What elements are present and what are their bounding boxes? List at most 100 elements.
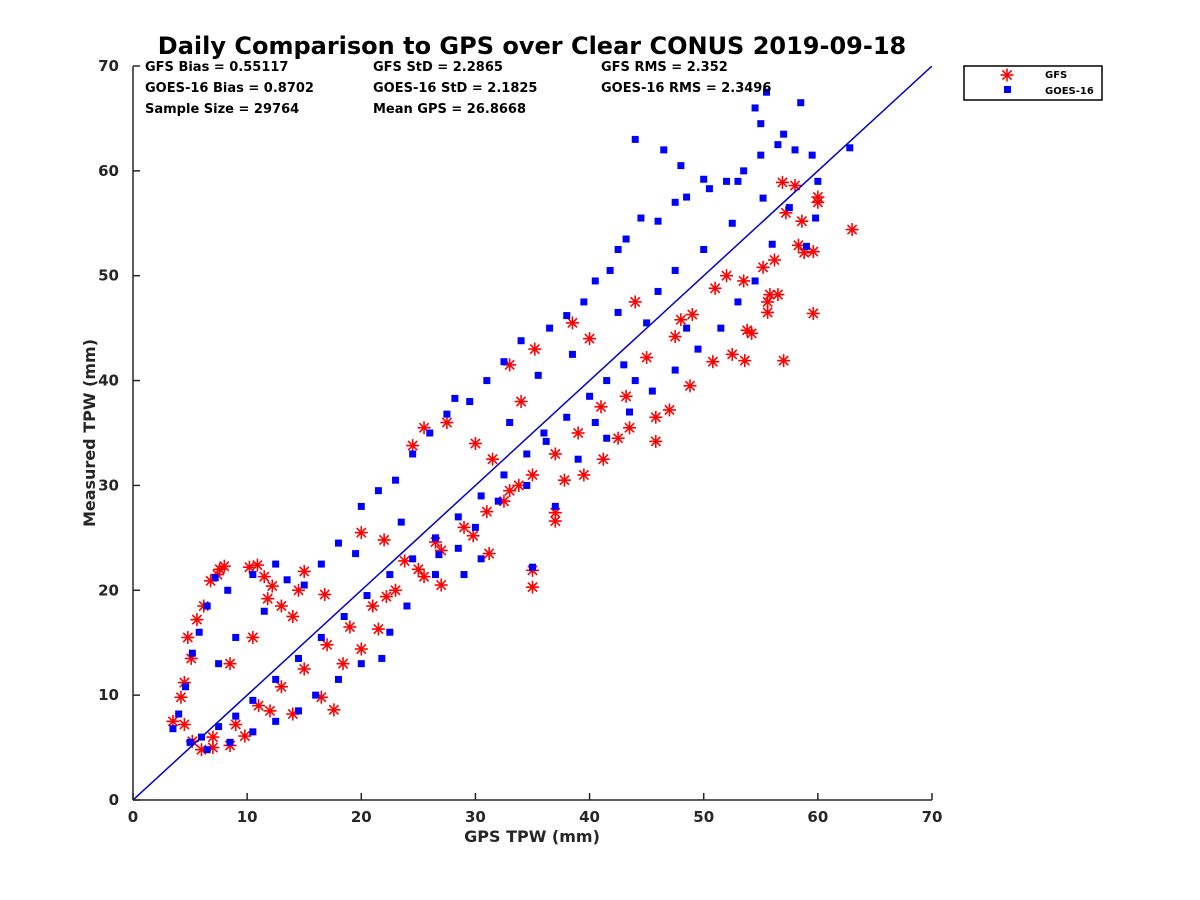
gfs-point <box>265 579 279 593</box>
goes-point <box>295 654 303 662</box>
gfs-point <box>777 354 791 368</box>
gfs-point <box>571 426 585 440</box>
goes-point <box>272 675 280 683</box>
goes-point <box>352 550 360 558</box>
goes-point <box>574 455 582 463</box>
goes-point <box>195 628 203 636</box>
goes-point <box>717 324 725 332</box>
gfs-point <box>398 554 412 568</box>
gfs-point <box>668 330 682 344</box>
gfs-point <box>512 478 526 492</box>
gfs-point <box>246 630 260 644</box>
legend-goes-marker <box>1004 86 1011 93</box>
goes-point <box>523 481 531 489</box>
x-tick-label-3: 30 <box>465 808 486 826</box>
gfs-point <box>526 468 539 482</box>
legend: GFS GOES-16 <box>963 65 1103 101</box>
gfs-point <box>274 680 288 694</box>
gfs-point <box>286 610 300 623</box>
gfs-point <box>252 699 266 713</box>
gfs-point <box>238 729 252 743</box>
x-tick-label-2: 20 <box>351 808 372 826</box>
goes-point <box>409 555 417 563</box>
goes-point <box>182 683 190 691</box>
gfs-point <box>354 526 368 540</box>
gfs-point <box>526 580 539 594</box>
gfs-point <box>482 547 496 561</box>
goes-point <box>426 429 434 437</box>
x-tick-label-6: 60 <box>807 808 828 826</box>
goes-point <box>768 240 776 248</box>
goes-point <box>542 437 550 445</box>
goes-point <box>215 660 223 668</box>
goes-point <box>603 434 611 442</box>
goes-point <box>169 725 177 733</box>
gfs-point <box>767 253 781 267</box>
goes-point <box>734 298 742 306</box>
gfs-point <box>371 622 385 636</box>
goes-point <box>317 633 325 641</box>
goes-point <box>622 235 630 243</box>
goes-point <box>791 146 799 154</box>
goes-point <box>283 576 291 584</box>
goes-point <box>186 738 194 746</box>
x-tick-label-4: 40 <box>579 808 600 826</box>
gfs-point <box>662 403 676 417</box>
legend-box <box>963 65 1103 101</box>
goes-point <box>734 177 742 185</box>
gfs-point <box>417 570 431 584</box>
goes-point <box>563 312 571 320</box>
gfs-point <box>775 175 789 189</box>
goes-point <box>671 266 679 274</box>
gfs-point <box>683 379 697 393</box>
goes-point <box>500 471 508 479</box>
goes-point <box>295 707 303 715</box>
goes-point <box>591 419 599 427</box>
goes-point <box>471 523 479 531</box>
gfs-point <box>725 347 739 361</box>
goes-point <box>203 746 211 754</box>
gfs-point <box>354 642 368 656</box>
goes-point <box>435 551 443 559</box>
goes-point <box>232 633 240 641</box>
goes-point <box>392 476 400 484</box>
goes-point <box>785 204 793 212</box>
goes-point <box>551 502 559 510</box>
goes-point <box>363 592 371 600</box>
gfs-point <box>771 288 785 302</box>
goes-point <box>334 675 342 683</box>
goes-point <box>568 350 576 358</box>
goes-point <box>757 120 765 128</box>
gfs-point <box>466 529 480 543</box>
legend-gfs-marker <box>1000 68 1014 82</box>
goes-point <box>654 287 662 295</box>
goes-point <box>540 429 548 437</box>
goes-point <box>403 602 411 610</box>
y-tick-label-1: 10 <box>98 686 119 704</box>
goes-point <box>671 366 679 374</box>
gfs-point <box>685 308 699 322</box>
gfs-point <box>223 657 237 671</box>
goes-point <box>780 130 788 138</box>
goes-point <box>723 177 731 185</box>
stat-mean-gps: Mean GPS = 26.8668 <box>373 102 526 117</box>
goes-point <box>272 717 280 725</box>
stat-sample-size: Sample Size = 29764 <box>145 102 299 117</box>
gfs-point <box>174 690 188 704</box>
goes-point <box>272 560 280 568</box>
gfs-point <box>619 389 633 403</box>
one-to-one-line <box>133 66 932 800</box>
stat-gfs-bias: GFS Bias = 0.55117 <box>145 60 288 75</box>
goes-point <box>517 337 525 345</box>
goes-point <box>215 723 223 731</box>
goes-point <box>757 151 765 159</box>
goes-point <box>620 361 628 369</box>
goes-point <box>774 141 782 149</box>
goes-point <box>409 450 417 458</box>
gfs-point <box>250 558 264 572</box>
gfs-point <box>257 570 271 584</box>
gfs-point <box>806 245 820 259</box>
goes-point <box>431 534 439 542</box>
gfs-point <box>327 703 341 717</box>
stat-goes-bias: GOES-16 Bias = 0.8702 <box>145 81 314 96</box>
